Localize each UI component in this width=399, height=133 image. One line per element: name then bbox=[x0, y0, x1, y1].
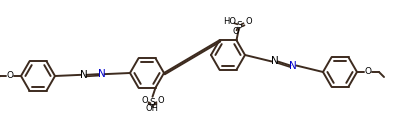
Text: S: S bbox=[237, 21, 242, 30]
Text: O: O bbox=[157, 96, 164, 105]
Text: N: N bbox=[290, 61, 297, 70]
Text: O: O bbox=[141, 96, 148, 105]
Text: S: S bbox=[150, 98, 155, 107]
Text: O: O bbox=[365, 68, 371, 76]
Text: N: N bbox=[271, 57, 279, 66]
Text: O: O bbox=[245, 17, 252, 26]
Text: N: N bbox=[98, 69, 105, 79]
Text: N: N bbox=[80, 70, 87, 80]
Text: OH: OH bbox=[146, 104, 159, 113]
Text: O: O bbox=[6, 72, 14, 80]
Text: HO: HO bbox=[223, 17, 236, 26]
Text: O: O bbox=[232, 27, 239, 36]
